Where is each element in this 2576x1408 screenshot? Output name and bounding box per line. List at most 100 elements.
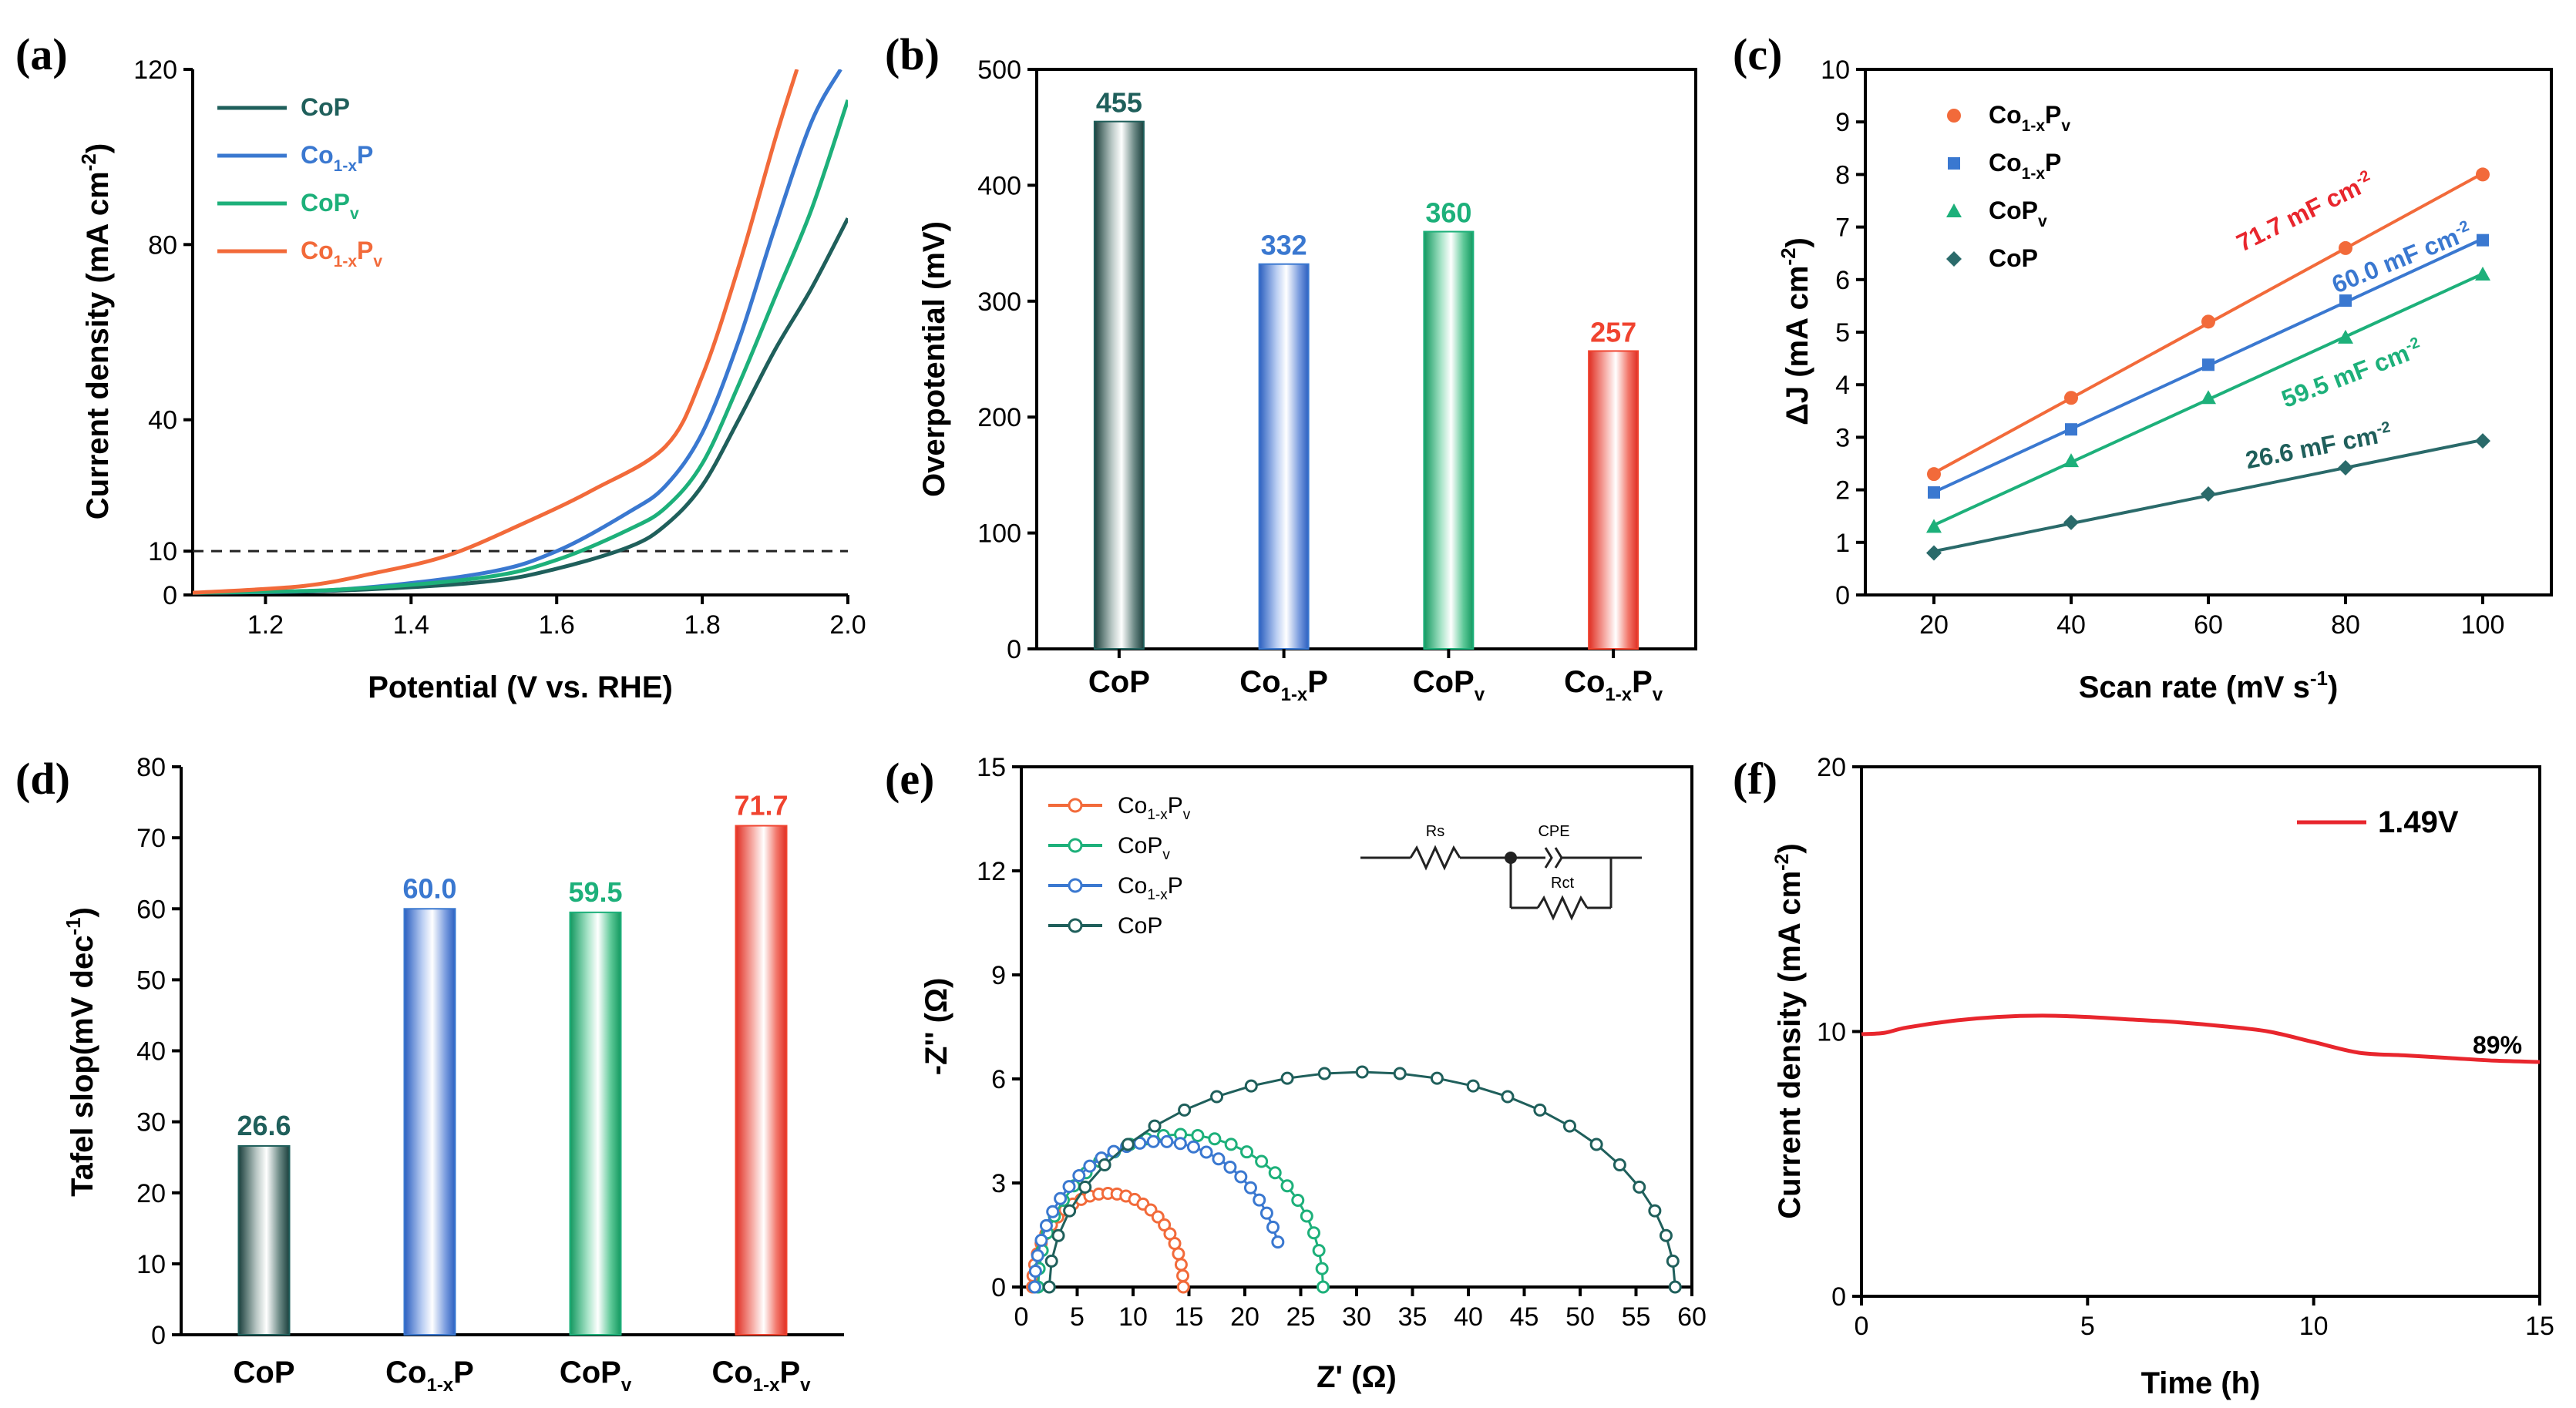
legend-label-1: CoPv xyxy=(1118,833,1170,863)
y-tick-label: 100 xyxy=(977,519,1021,549)
nyquist-point xyxy=(1027,1280,1041,1294)
legend-marker-1 xyxy=(1948,157,1960,170)
circuit-label-rs: Rs xyxy=(1426,823,1444,840)
nyquist-point xyxy=(1133,1136,1147,1150)
x-tick-label: 25 xyxy=(1286,1302,1316,1332)
data-point xyxy=(1926,545,1942,561)
x-category-label-0: CoP xyxy=(234,1356,295,1390)
bar-2 xyxy=(1423,230,1475,650)
y-tick-label: 400 xyxy=(977,171,1021,200)
bar-0 xyxy=(237,1144,291,1336)
x-tick-label: 55 xyxy=(1622,1302,1651,1332)
panel-label-a: (a) xyxy=(15,29,68,79)
y-tick-label: 10 xyxy=(136,1250,166,1279)
x-tick-label: 15 xyxy=(1175,1302,1204,1332)
x-tick-label: 35 xyxy=(1398,1302,1428,1332)
bar-3 xyxy=(1588,350,1639,650)
nyquist-point xyxy=(1613,1158,1626,1172)
x-category-label-1: Co1-xP xyxy=(1239,665,1328,705)
y-tick-label: 70 xyxy=(136,824,166,853)
bar-0 xyxy=(1093,120,1145,650)
legend-marker-1 xyxy=(1068,838,1083,853)
nyquist-point xyxy=(1648,1204,1662,1218)
data-point xyxy=(2064,391,2078,405)
nyquist-point xyxy=(1044,1254,1058,1268)
bar-value-label-1: 60.0 xyxy=(402,872,456,904)
legend-label-1: Co1-xP xyxy=(1989,149,2061,183)
y-tick-label: 0 xyxy=(1831,1282,1846,1312)
y-tick-label: 10 xyxy=(148,537,177,566)
bar-value-label-2: 59.5 xyxy=(568,876,622,908)
x-tick-label: 1.2 xyxy=(247,610,284,640)
nyquist-point xyxy=(1148,1119,1162,1133)
nyquist-point xyxy=(1533,1103,1547,1117)
panel-c-capacitance-chart: 0 1 2 3 4 5 6 7 8 9 10 20 40 60 80 100 Co1-xPv Co1-xP CoPv… xyxy=(1777,55,2553,704)
nyquist-point xyxy=(1633,1180,1646,1194)
y-tick-label: 20 xyxy=(136,1179,166,1208)
y-tick-label: 6 xyxy=(1835,266,1850,295)
y-tick-label: 40 xyxy=(136,1037,166,1067)
nyquist-point xyxy=(1158,1218,1172,1232)
plot-frame xyxy=(1035,68,1697,650)
x-category-label-2: CoPv xyxy=(560,1356,632,1396)
data-point xyxy=(2201,390,2216,405)
bar-value-label-3: 71.7 xyxy=(734,789,788,821)
panel-f-stability-chart: 0 10 20 0 5 10 15 1.49V 89% Time (h) Current densi… xyxy=(1771,753,2554,1400)
data-point xyxy=(2339,294,2352,307)
nyquist-point xyxy=(1174,1258,1188,1272)
data-point xyxy=(2201,486,2216,502)
nyquist-point xyxy=(1562,1119,1576,1133)
legend-label-3: Co1-xPv xyxy=(301,237,382,271)
nyquist-point xyxy=(1291,1194,1305,1208)
data-point xyxy=(1927,467,1941,482)
circuit-label-cpe: CPE xyxy=(1538,823,1569,840)
nyquist-point xyxy=(1062,1180,1076,1194)
y-tick-label: 30 xyxy=(136,1108,166,1137)
slope-annotation-2: 59.5 mF cm-2 xyxy=(2278,334,2426,413)
y-tick-label: 200 xyxy=(977,403,1021,432)
nyquist-point xyxy=(1054,1191,1068,1205)
data-point xyxy=(2065,423,2077,436)
y-tick-label: 3 xyxy=(991,1169,1006,1198)
y-tick-label: 10 xyxy=(1817,1018,1846,1047)
nyquist-point xyxy=(1031,1248,1044,1262)
data-point xyxy=(1928,486,1940,499)
plot-frame xyxy=(1860,765,2541,1298)
data-point xyxy=(2477,234,2489,247)
cpe-right xyxy=(1554,847,1563,869)
legend-marker-0 xyxy=(1947,109,1961,123)
nyquist-point xyxy=(1146,1134,1160,1148)
y-tick-label: 5 xyxy=(1835,318,1850,348)
retention-annotation: 89% xyxy=(2473,1031,2522,1059)
y-tick-label: 7 xyxy=(1835,213,1850,243)
x-tick-label: 40 xyxy=(2056,610,2086,640)
y-tick-label: 50 xyxy=(136,966,166,995)
data-point xyxy=(2475,266,2490,281)
y-tick-label: 120 xyxy=(133,55,177,85)
data-point xyxy=(2063,514,2079,530)
panel-label-f: (f) xyxy=(1733,754,1777,804)
bar-value-label-3: 257 xyxy=(1590,316,1636,348)
y-tick-label: 80 xyxy=(136,753,166,782)
nyquist-point xyxy=(1160,1134,1174,1148)
data-point xyxy=(2338,329,2353,344)
x-tick-label: 1.6 xyxy=(539,610,575,640)
panel-label-d: (d) xyxy=(15,754,70,804)
bar-value-label-1: 332 xyxy=(1261,230,1307,261)
data-point xyxy=(2476,167,2490,182)
series-line-0 xyxy=(193,217,848,595)
plot-frame xyxy=(1864,68,2553,596)
y-tick-label: 500 xyxy=(977,55,1021,85)
nyquist-point xyxy=(1268,1166,1282,1180)
nyquist-point xyxy=(1107,1144,1121,1158)
nyquist-point xyxy=(1083,1159,1097,1173)
nyquist-point xyxy=(1306,1226,1320,1240)
x-tick-label: 100 xyxy=(2461,610,2505,640)
data-point xyxy=(2202,358,2214,371)
y-tick-label: 300 xyxy=(977,287,1021,317)
nyquist-point xyxy=(1666,1254,1680,1268)
x-tick-label: 20 xyxy=(1230,1302,1259,1332)
y-tick-label: 0 xyxy=(163,581,177,610)
equivalent-circuit: Rs CPE Rct xyxy=(1360,823,1642,921)
legend-label-0: CoP xyxy=(301,93,350,121)
